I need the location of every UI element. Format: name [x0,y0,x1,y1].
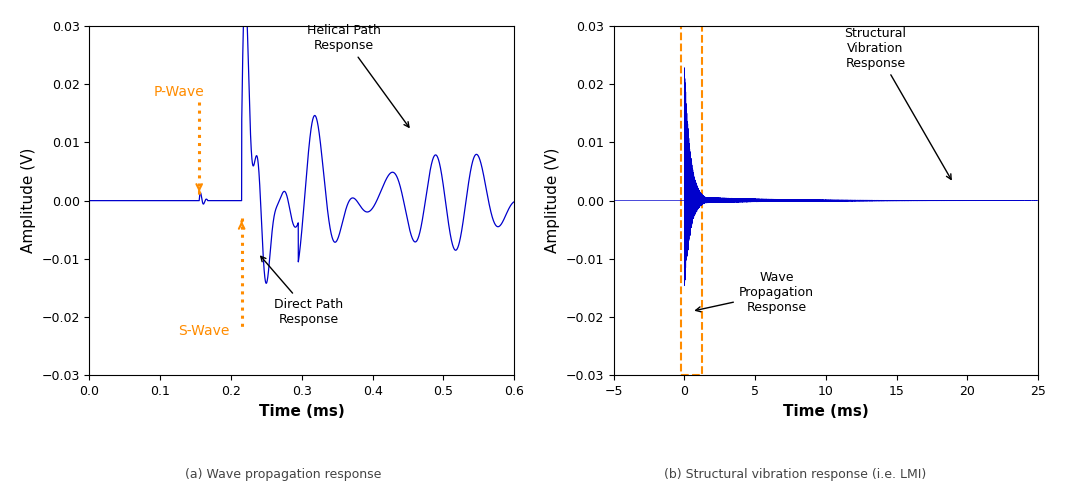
X-axis label: Time (ms): Time (ms) [259,404,345,419]
Text: (b) Structural vibration response (i.e. LMI): (b) Structural vibration response (i.e. … [664,468,926,481]
Y-axis label: Amplitude (V): Amplitude (V) [545,148,560,253]
Text: Helical Path
Response: Helical Path Response [307,24,409,127]
Text: Structural
Vibration
Response: Structural Vibration Response [844,27,951,179]
Text: Direct Path
Response: Direct Path Response [260,256,344,326]
Text: Wave
Propagation
Response: Wave Propagation Response [696,271,814,314]
Text: S-Wave: S-Wave [178,324,229,338]
X-axis label: Time (ms): Time (ms) [783,404,869,419]
Bar [681,26,702,375]
Text: P-Wave: P-Wave [154,85,204,99]
Text: (a) Wave propagation response: (a) Wave propagation response [185,468,381,481]
Y-axis label: Amplitude (V): Amplitude (V) [21,148,36,253]
